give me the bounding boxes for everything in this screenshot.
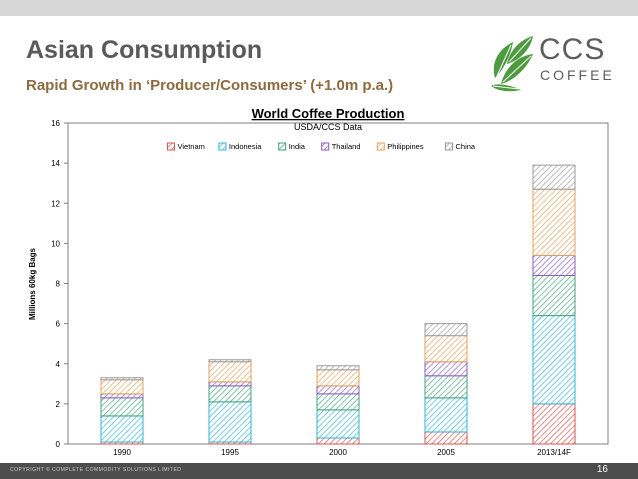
bar-segment-philippines-2005 <box>424 335 468 363</box>
bar-segment-india-1995 <box>208 385 252 403</box>
legend-label-philippines: Philippines <box>387 142 424 151</box>
legend-label-china: China <box>456 142 476 151</box>
logo-text-coffee: COFFEE <box>540 67 615 83</box>
bar-segment-india-1990 <box>100 397 144 417</box>
chart-subtitle: USDA/CCS Data <box>294 122 362 132</box>
slide-subtitle: Rapid Growth in ‘Producer/Consumers’ (+1… <box>26 77 394 94</box>
bar-segment-china-1995 <box>208 359 252 363</box>
bar-segment-china-2005 <box>424 323 468 337</box>
legend-swatch-thailand <box>321 142 330 151</box>
x-tick-label: 2013/14F <box>537 448 571 457</box>
bar-segment-philippines-2013-14f <box>532 188 576 256</box>
legend-swatch-indonesia <box>218 142 227 151</box>
slide-title: Asian Consumption <box>26 36 263 64</box>
y-tick-label: 8 <box>56 280 61 289</box>
bar-segment-indonesia-2005 <box>424 397 468 433</box>
logo-text-ccs: CCS <box>539 33 606 66</box>
bar-segment-vietnam-2005 <box>424 431 468 445</box>
x-tick-label: 1995 <box>221 448 239 457</box>
x-tick-label: 2005 <box>437 448 455 457</box>
footer-copyright: COPYRIGHT © COMPLETE COMMODITY SOLUTIONS… <box>10 467 182 473</box>
bar-segment-thailand-2013-14f <box>532 254 576 276</box>
legend-swatch-philippines <box>376 142 385 151</box>
legend-label-thailand: Thailand <box>332 142 361 151</box>
y-tick-label: 12 <box>51 199 60 208</box>
legend-swatch-vietnam <box>167 142 175 151</box>
y-tick-label: 14 <box>51 159 60 168</box>
legend-label-indonesia: Indonesia <box>229 142 262 151</box>
bar-segment-philippines-1990 <box>100 379 144 395</box>
page-number: 16 <box>596 464 608 475</box>
y-axis: 0 2 4 6 8 10 12 14 16 <box>51 119 68 449</box>
bar-segment-china-2013-14f <box>532 164 576 190</box>
bar-segment-philippines-1995 <box>208 361 252 383</box>
bar-segment-china-2000 <box>316 365 360 371</box>
chart-title: World Coffee Production <box>252 106 405 121</box>
bar-segment-indonesia-1995 <box>208 401 252 443</box>
footer-bar: COPYRIGHT © COMPLETE COMMODITY SOLUTIONS… <box>0 463 638 479</box>
bar-segment-indonesia-1990 <box>100 415 144 443</box>
bar-segment-thailand-1995 <box>208 381 252 387</box>
world-coffee-production-chart: World Coffee Production USDA/CCS Data Mi… <box>28 106 609 457</box>
coffee-leaf-icon <box>491 36 533 92</box>
bar-segment-india-2000 <box>316 393 360 411</box>
legend-swatch-china <box>445 142 453 151</box>
x-tick-label: 1990 <box>113 448 131 457</box>
chart-legend: Vietnam Indonesia India Thailand Philippines… <box>167 142 476 151</box>
ccs-coffee-logo: CCS COFFEE <box>487 28 627 94</box>
bar-segment-thailand-2005 <box>424 361 468 377</box>
bar-segment-indonesia-2013-14f <box>532 315 576 405</box>
legend-label-vietnam: Vietnam <box>178 142 205 151</box>
bar-segment-india-2013-14f <box>532 274 576 317</box>
bar-segment-india-2005 <box>424 375 468 399</box>
bar-segment-vietnam-2000 <box>316 437 360 445</box>
y-tick-label: 16 <box>51 119 60 128</box>
bar-segment-thailand-2000 <box>316 385 360 395</box>
x-axis: 1990 1995 2000 2005 2013/14F <box>113 448 571 457</box>
bar-segment-vietnam-2013-14f <box>532 403 576 445</box>
top-bar <box>0 0 638 16</box>
x-tick-label: 2000 <box>329 448 347 457</box>
y-tick-label: 6 <box>56 320 61 329</box>
bar-stacks <box>100 164 576 445</box>
bar-segment-china-1990 <box>100 377 144 381</box>
bar-segment-thailand-1990 <box>100 393 144 399</box>
y-tick-label: 10 <box>51 239 60 248</box>
bar-segment-philippines-2000 <box>316 369 360 387</box>
y-axis-label: Millions 60kg Bags <box>28 247 37 320</box>
chart-area: World Coffee Production USDA/CCS Data Mi… <box>0 100 638 464</box>
legend-swatch-india <box>278 142 287 151</box>
legend-label-india: India <box>289 142 306 151</box>
y-tick-label: 4 <box>56 360 61 369</box>
y-tick-label: 0 <box>56 440 61 449</box>
y-tick-label: 2 <box>56 400 61 409</box>
bar-segment-indonesia-2000 <box>316 409 360 439</box>
